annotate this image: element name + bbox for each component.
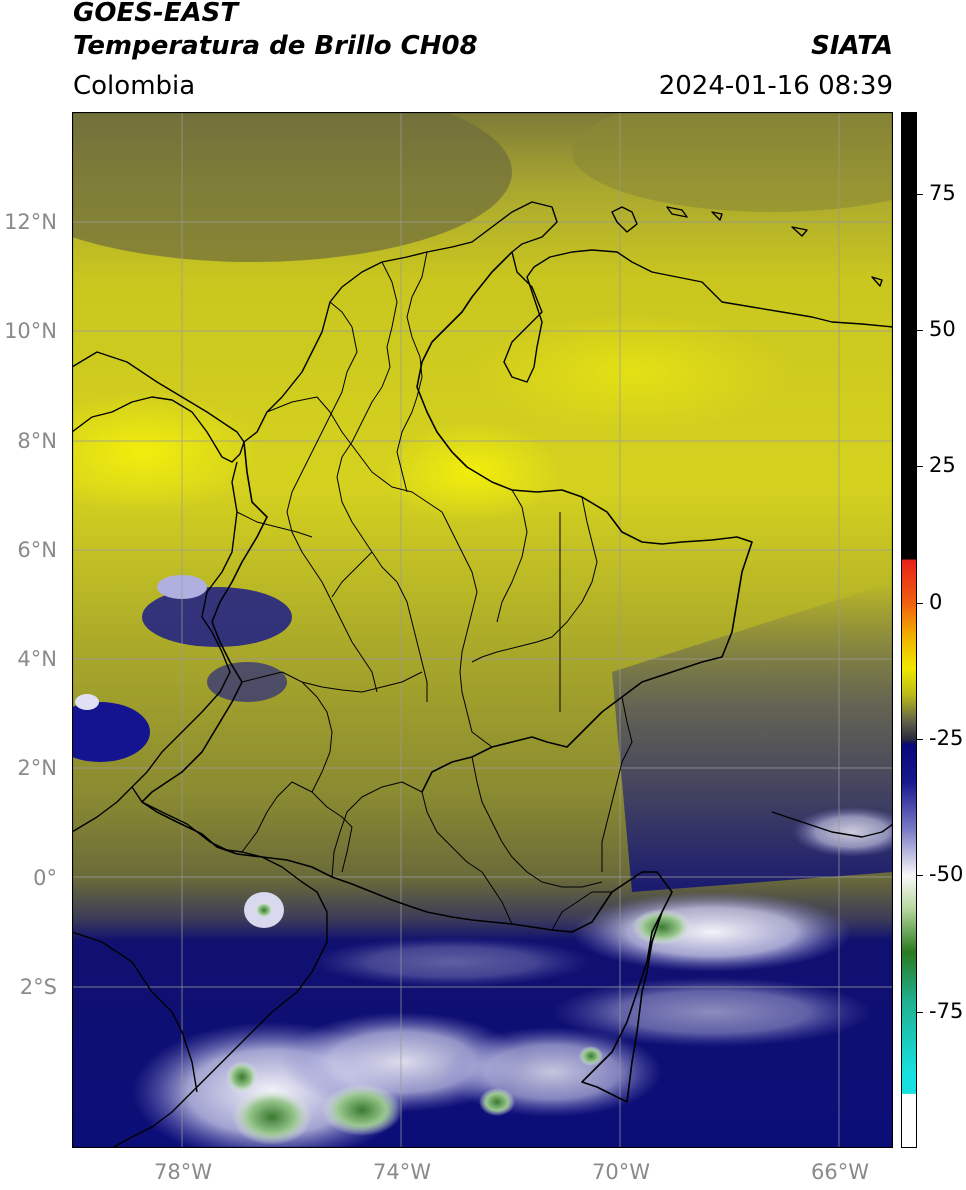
gridlines	[72, 112, 893, 1148]
colorbar-tick-label: 50	[929, 317, 956, 342]
colorbar-tick-mark	[917, 602, 923, 604]
colorbar-segment	[901, 1000, 917, 1073]
colorbar-tick-mark	[917, 330, 923, 332]
agency-label: SIATA	[811, 31, 893, 61]
colorbar-segment	[901, 668, 917, 696]
colorbar-segment	[901, 739, 917, 746]
colorbar-segment	[901, 831, 917, 876]
colorbar-segment	[901, 1093, 917, 1095]
colorbar-tick-mark	[917, 193, 923, 195]
satellite-title: GOES-EAST	[73, 0, 239, 28]
lon-tick-66w: 66°W	[811, 1160, 869, 1184]
colorbar-segment	[901, 112, 917, 560]
satellite-map	[72, 112, 893, 1148]
lat-tick-2n: 2°N	[17, 756, 57, 780]
colorbar-segment	[901, 951, 917, 1002]
colorbar-tick-mark	[917, 1011, 923, 1013]
colorbar-segment	[901, 744, 917, 784]
lat-tick-4n: 4°N	[17, 647, 57, 671]
lat-tick-0: 0°	[33, 866, 57, 890]
lon-tick-78w: 78°W	[154, 1160, 212, 1184]
colorbar-segment	[901, 559, 917, 604]
lat-tick-6n: 6°N	[17, 538, 57, 562]
colorbar-segment	[901, 695, 917, 724]
colorbar-tick-mark	[917, 739, 923, 741]
colorbar-tick-mark	[917, 466, 923, 468]
colorbar-segment	[901, 602, 917, 636]
colorbar-segment	[901, 782, 917, 833]
colorbar-tick-mark	[917, 875, 923, 877]
colorbar-segment	[901, 722, 917, 740]
lon-tick-70w: 70°W	[592, 1160, 650, 1184]
colorbar-tick-label: 0	[929, 589, 943, 614]
colorbar-segment	[901, 635, 917, 669]
region-label: Colombia	[73, 71, 196, 101]
lon-tick-74w: 74°W	[373, 1160, 431, 1184]
lat-tick-10n: 10°N	[4, 319, 57, 343]
timestamp-label: 2024-01-16 08:39	[658, 71, 893, 101]
colorbar-tick-label: 25	[929, 453, 956, 478]
colorbar-segment	[901, 908, 917, 953]
coastlines	[72, 201, 893, 1148]
lat-tick-12n: 12°N	[4, 210, 57, 234]
colorbar-segment	[901, 1071, 917, 1094]
product-title: Temperatura de Brillo CH08	[73, 31, 478, 61]
lat-tick-8n: 8°N	[17, 429, 57, 453]
colorbar-tick-label: -75	[929, 998, 964, 1023]
lat-tick-2s: 2°S	[19, 975, 57, 999]
colorbar-segment	[901, 1094, 917, 1148]
colorbar-tick-label: -50	[929, 862, 964, 887]
department-borders	[236, 251, 633, 931]
colorbar-tick-label: -25	[929, 726, 964, 751]
colorbar-segment	[901, 875, 917, 909]
colorbar-segment	[901, 559, 917, 561]
temperature-colorbar	[901, 112, 917, 1148]
colorbar-tick-label: 75	[929, 180, 956, 205]
